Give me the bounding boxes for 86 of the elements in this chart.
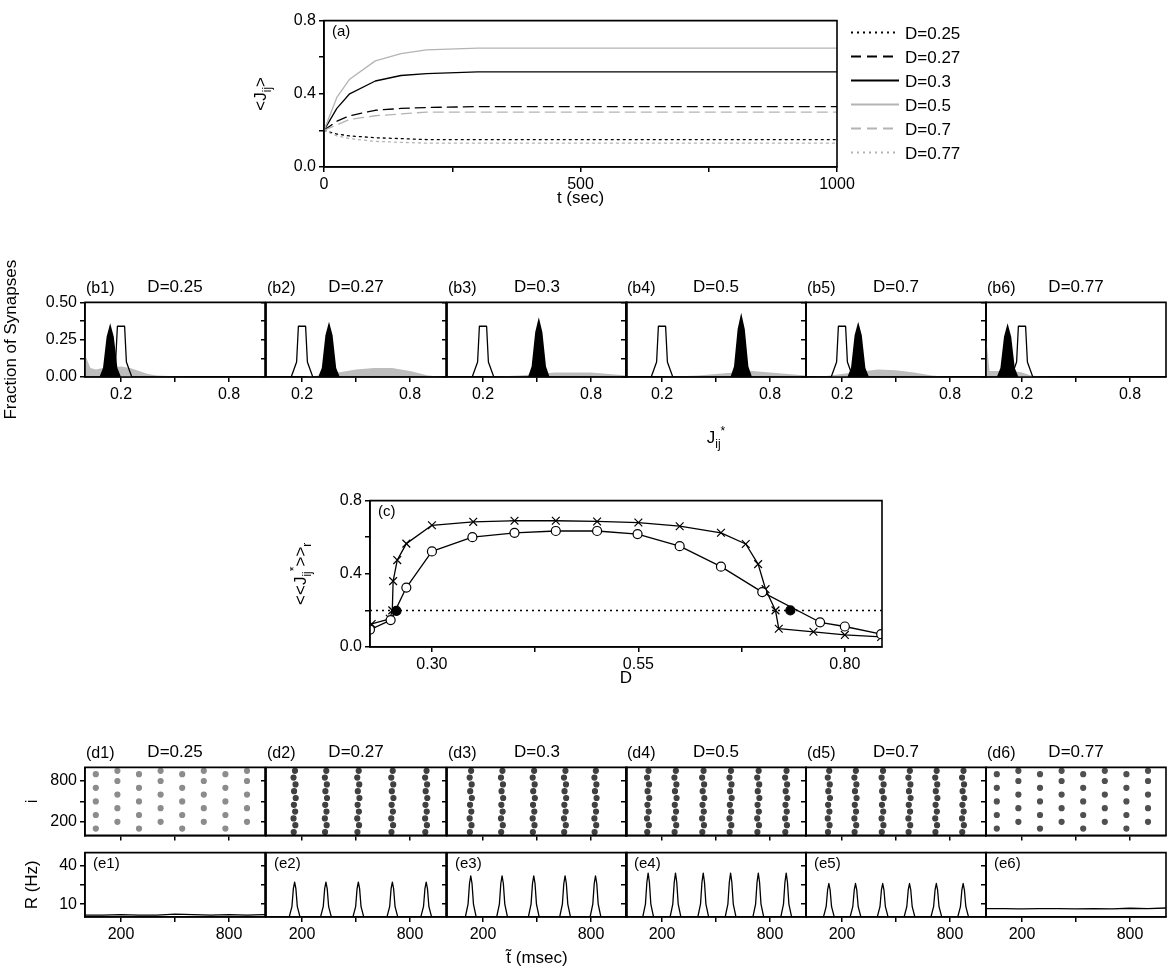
- x-tick-label: 0.8: [217, 385, 241, 403]
- chart-title: D=0.7: [873, 276, 919, 296]
- annotation: (e1): [93, 853, 120, 871]
- annotation: (e5): [814, 853, 841, 871]
- y-tick-label: 0.8: [339, 491, 363, 509]
- legend-label: D=0.25: [905, 23, 961, 43]
- legend-label: D=0.77: [905, 143, 961, 163]
- chart-title: D=0.5: [693, 741, 739, 761]
- x-tick-label: 0.2: [830, 385, 854, 403]
- x-tick-label: 0.80: [829, 655, 861, 673]
- x-tick-label: 800: [577, 925, 605, 943]
- chart-title: D=0.27: [328, 276, 384, 296]
- text: (d1): [86, 744, 115, 762]
- chart-title: D=0.25: [147, 276, 203, 296]
- chart-title: D=0.77: [1048, 741, 1104, 761]
- y-tick-label: 800: [50, 771, 78, 789]
- y-tick-label: 0.8: [293, 11, 317, 29]
- annotation: (c): [378, 501, 396, 519]
- x-tick-label: 0.2: [290, 385, 314, 403]
- x-tick-label: 0: [319, 175, 329, 193]
- legend-label: D=0.27: [905, 47, 961, 67]
- x-tick-label: 200: [648, 925, 676, 943]
- y-tick-label: 0.0: [339, 637, 363, 655]
- text: (b2): [267, 279, 296, 297]
- chart-title: D=0.77: [1048, 276, 1104, 296]
- y-axis-title: <<Jij*>>r: [287, 542, 315, 605]
- x-tick-label: 800: [1116, 925, 1144, 943]
- annotation: (a): [332, 21, 351, 39]
- y-tick-label: 0.4: [293, 84, 317, 102]
- x-tick-label: 0.2: [109, 385, 133, 403]
- text: (b4): [627, 279, 656, 297]
- chart-title: D=0.27: [328, 741, 384, 761]
- chart-title: D=0.7: [873, 741, 919, 761]
- x-tick-label: 200: [469, 925, 497, 943]
- y-axis-title: <Jij>: [251, 76, 275, 111]
- legend-label: D=0.5: [905, 95, 951, 115]
- chart-title: D=0.5: [693, 276, 739, 296]
- x-tick-label: 0.8: [398, 385, 422, 403]
- text: (d2): [267, 744, 296, 762]
- x-tick-label: 0.8: [1118, 385, 1142, 403]
- y-tick-label: 0.50: [45, 292, 78, 310]
- y-tick-label: 0.25: [45, 330, 78, 348]
- text: (d3): [448, 744, 477, 762]
- y-tick-label: 0.4: [339, 564, 363, 582]
- x-tick-label: 0.8: [938, 385, 962, 403]
- x-tick-label: 800: [756, 925, 784, 943]
- y-axis-title: Fraction of Synapses: [1, 259, 20, 420]
- x-tick-label: 0.8: [579, 385, 603, 403]
- x-tick-label: 1000: [819, 175, 855, 193]
- text: (b1): [86, 279, 115, 297]
- text: (b6): [987, 279, 1016, 297]
- y-tick-label: 200: [50, 812, 78, 830]
- y-axis-title: i: [22, 799, 41, 804]
- y-tick-label: 40: [59, 855, 78, 873]
- y-tick-label: 0.0: [293, 157, 317, 175]
- text: (b5): [807, 279, 836, 297]
- y-axis-title: R (Hz): [22, 860, 41, 910]
- x-tick-label: 0.2: [650, 385, 674, 403]
- y-tick-label: 10: [59, 894, 78, 912]
- x-tick-label: 0.2: [471, 385, 495, 403]
- x-axis-title: t (sec): [556, 188, 605, 207]
- x-tick-label: 800: [396, 925, 424, 943]
- y-tick-label: 0.00: [45, 367, 78, 385]
- x-axis-title: D: [619, 668, 633, 687]
- x-tick-label: 0.30: [416, 655, 448, 673]
- legend-label: D=0.3: [905, 71, 951, 91]
- x-tick-label: 200: [828, 925, 856, 943]
- x-tick-label: 200: [107, 925, 135, 943]
- annotation: (e4): [634, 853, 661, 871]
- chart-title: D=0.3: [514, 741, 560, 761]
- text: (d5): [807, 744, 836, 762]
- text: (d6): [987, 744, 1016, 762]
- x-tick-label: 800: [936, 925, 964, 943]
- x-axis-title: t̃ (msec): [504, 947, 568, 967]
- text: (d4): [627, 744, 656, 762]
- annotation: (e3): [455, 853, 482, 871]
- annotation: (e6): [994, 853, 1021, 871]
- x-tick-label: 0.8: [758, 385, 782, 403]
- annotation: (e2): [274, 853, 301, 871]
- text: (b3): [448, 279, 477, 297]
- x-tick-label: 800: [215, 925, 243, 943]
- x-tick-label: 0.2: [1010, 385, 1034, 403]
- chart-title: D=0.3: [514, 276, 560, 296]
- chart-title: D=0.25: [147, 741, 203, 761]
- legend-label: D=0.7: [905, 119, 951, 139]
- x-tick-label: 200: [1008, 925, 1036, 943]
